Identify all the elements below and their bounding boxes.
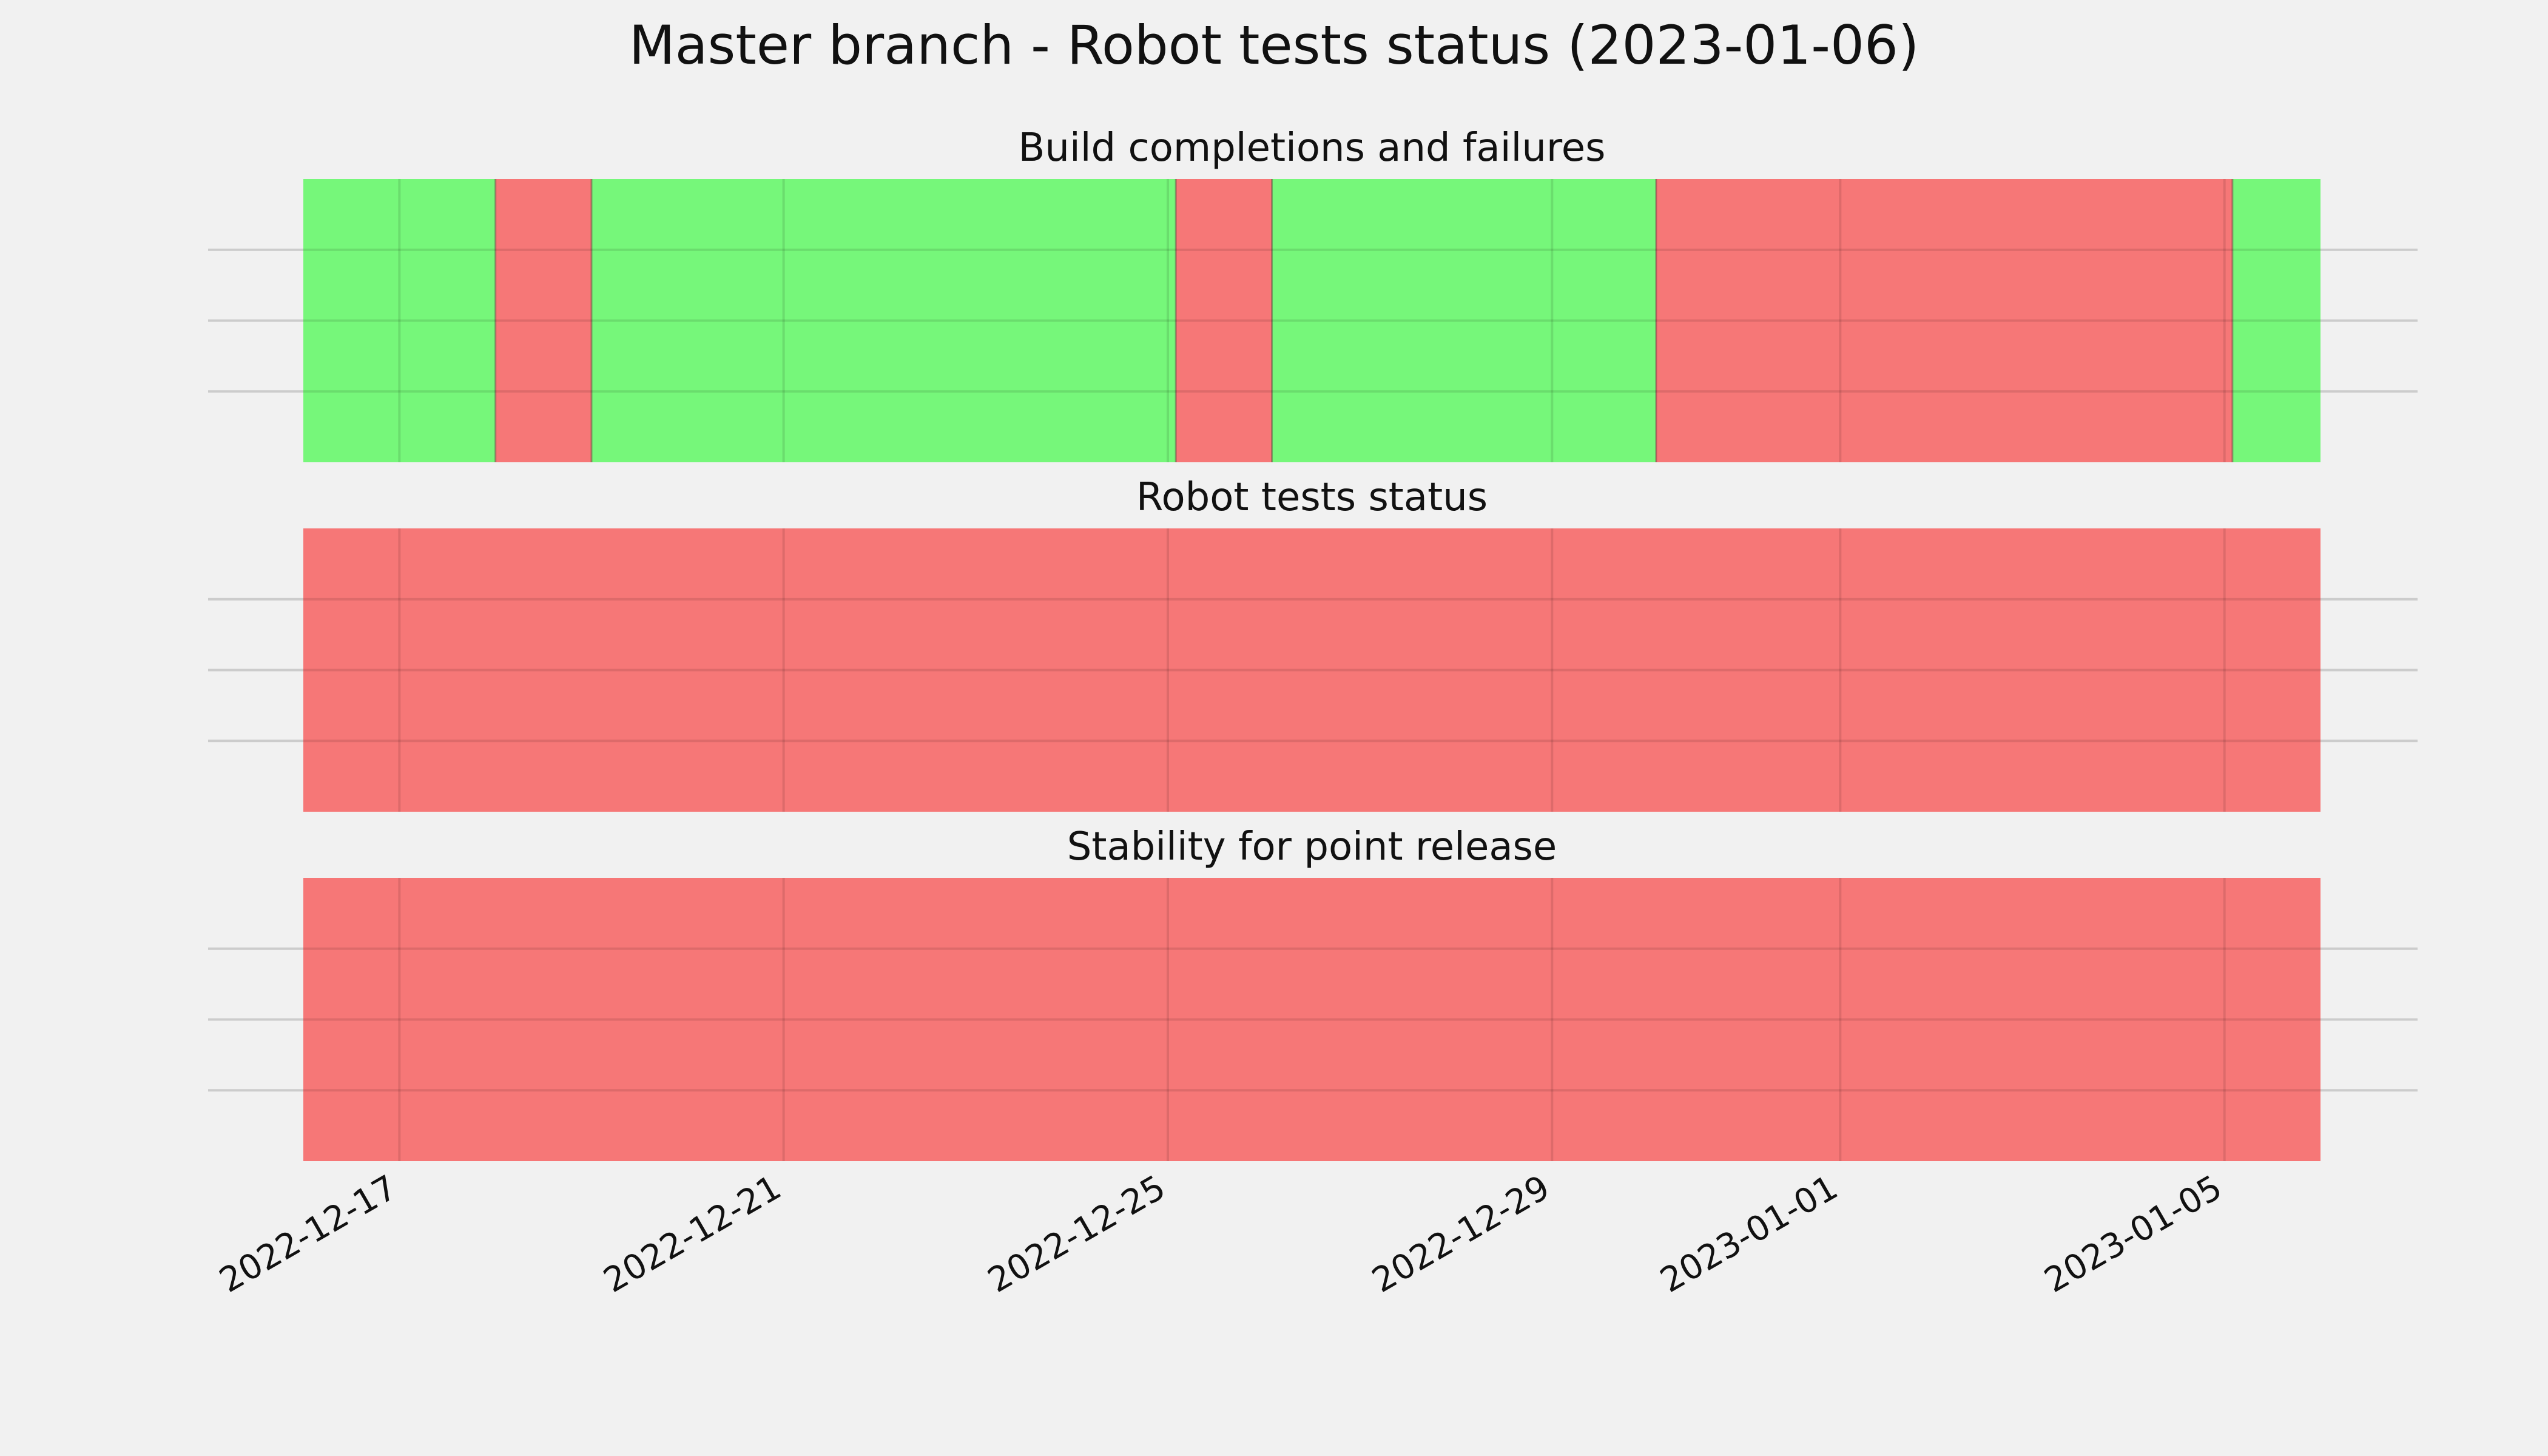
panel-title: Stability for point release <box>1067 824 1557 869</box>
status-segment-fail <box>1656 179 2233 462</box>
status-segment-fail <box>1176 179 1272 462</box>
panel-3: Stability for point release <box>208 824 2418 1161</box>
status-segment-pass <box>2232 179 2320 462</box>
chart-title: Master branch - Robot tests status (2023… <box>629 14 1919 76</box>
status-segment-fail <box>495 179 592 462</box>
status-segment-fail <box>303 528 2320 812</box>
panel-1: Build completions and failures <box>208 126 2418 462</box>
panel-title: Robot tests status <box>1136 475 1488 520</box>
status-segment-pass <box>1272 179 1656 462</box>
panels-group: Build completions and failures Robot test… <box>208 126 2418 1161</box>
status-segment-fail <box>303 878 2320 1161</box>
status-segment-pass <box>303 179 496 462</box>
status-segment-pass <box>592 179 1176 462</box>
panel-title: Build completions and failures <box>1019 126 1606 170</box>
panel-2: Robot tests status <box>208 475 2418 812</box>
